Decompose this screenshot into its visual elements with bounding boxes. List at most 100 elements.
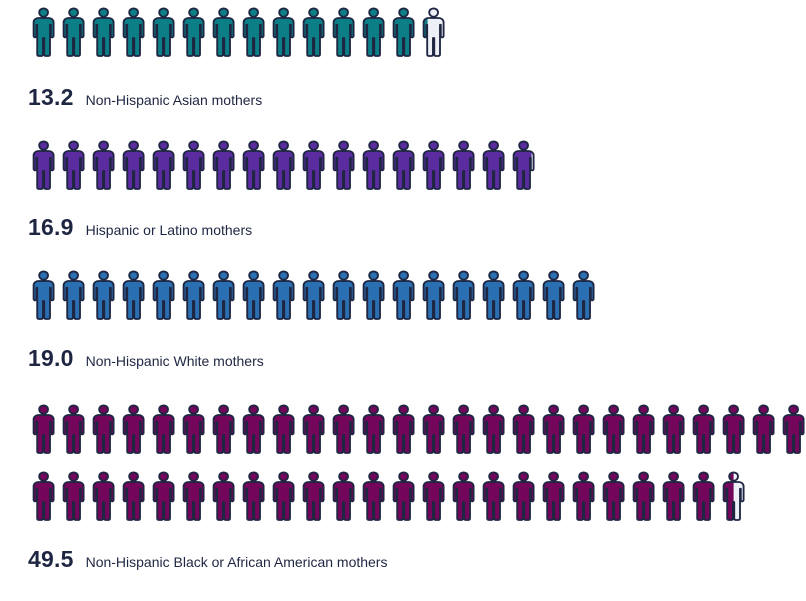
person-icon xyxy=(62,140,85,190)
person-icon xyxy=(782,404,805,454)
person-icon xyxy=(242,270,265,320)
person-icon xyxy=(32,471,55,521)
series-name-label: Hispanic or Latino mothers xyxy=(85,222,253,238)
person-icon xyxy=(332,270,355,320)
person-icon xyxy=(212,270,235,320)
person-icon xyxy=(662,404,685,454)
person-icon xyxy=(32,140,55,190)
person-icon xyxy=(152,7,175,57)
person-icon xyxy=(332,404,355,454)
person-icon xyxy=(272,471,295,521)
person-icon xyxy=(512,270,535,320)
person-icon xyxy=(422,140,445,190)
person-icon xyxy=(272,404,295,454)
label-row-1: 16.9 Hispanic or Latino mothers xyxy=(28,214,252,241)
person-icon xyxy=(392,471,415,521)
person-icon xyxy=(32,7,55,57)
series-name-label: Non-Hispanic Asian mothers xyxy=(85,92,263,108)
person-icon xyxy=(512,471,535,521)
person-icon xyxy=(242,404,265,454)
person-icon xyxy=(452,404,475,454)
person-icon xyxy=(152,471,175,521)
person-icon xyxy=(452,471,475,521)
series-name-label: Non-Hispanic Black or African American m… xyxy=(85,554,388,570)
person-icon xyxy=(332,140,355,190)
person-icon xyxy=(482,270,505,320)
label-row-3: 49.5 Non-Hispanic Black or African Ameri… xyxy=(28,546,387,573)
person-icon xyxy=(62,404,85,454)
person-icon xyxy=(242,140,265,190)
person-icon xyxy=(362,471,385,521)
person-icon xyxy=(422,270,445,320)
person-icon xyxy=(392,140,415,190)
person-icon xyxy=(512,404,535,454)
value-label: 16.9 xyxy=(28,214,74,240)
person-icon xyxy=(512,140,535,190)
person-icon xyxy=(152,404,175,454)
person-icon xyxy=(62,7,85,57)
person-icon xyxy=(302,471,325,521)
person-icon xyxy=(302,404,325,454)
person-icon xyxy=(362,7,385,57)
person-icon xyxy=(92,270,115,320)
person-icon xyxy=(332,7,355,57)
person-icon xyxy=(722,404,745,454)
person-icon xyxy=(482,404,505,454)
person-icon xyxy=(62,270,85,320)
value-label: 19.0 xyxy=(28,345,74,371)
person-icon xyxy=(482,471,505,521)
person-icon xyxy=(572,471,595,521)
person-icon xyxy=(542,270,565,320)
person-icon xyxy=(572,270,595,320)
person-icon xyxy=(692,404,715,454)
person-icon xyxy=(122,471,145,521)
person-icon xyxy=(122,270,145,320)
person-icon xyxy=(482,140,505,190)
person-icon xyxy=(722,471,745,521)
label-row-2: 19.0 Non-Hispanic White mothers xyxy=(28,345,264,372)
person-icon xyxy=(92,7,115,57)
person-icon xyxy=(242,471,265,521)
person-icon xyxy=(302,140,325,190)
person-icon xyxy=(602,404,625,454)
value-label: 49.5 xyxy=(28,546,74,572)
person-icon xyxy=(122,140,145,190)
person-icon xyxy=(392,404,415,454)
person-icon xyxy=(182,140,205,190)
person-icon xyxy=(182,404,205,454)
person-icon xyxy=(572,404,595,454)
person-icon xyxy=(692,471,715,521)
person-icon xyxy=(662,471,685,521)
person-icon xyxy=(302,7,325,57)
person-icon xyxy=(122,404,145,454)
person-icon xyxy=(272,270,295,320)
person-icon xyxy=(362,140,385,190)
person-icon xyxy=(452,140,475,190)
person-icon xyxy=(212,140,235,190)
person-icon xyxy=(362,404,385,454)
person-icon xyxy=(242,7,265,57)
label-row-0: 13.2 Non-Hispanic Asian mothers xyxy=(28,84,262,111)
person-icon xyxy=(272,7,295,57)
person-icon xyxy=(272,140,295,190)
person-icon xyxy=(542,471,565,521)
person-icon xyxy=(182,270,205,320)
person-icon xyxy=(122,7,145,57)
person-icon xyxy=(632,471,655,521)
person-icon xyxy=(422,404,445,454)
series-name-label: Non-Hispanic White mothers xyxy=(85,353,264,369)
person-icon xyxy=(182,7,205,57)
person-icon xyxy=(62,471,85,521)
person-icon xyxy=(422,471,445,521)
person-icon xyxy=(752,404,775,454)
person-icon xyxy=(392,270,415,320)
person-icon xyxy=(302,270,325,320)
person-icon xyxy=(92,140,115,190)
person-icon xyxy=(92,471,115,521)
person-icon xyxy=(92,404,115,454)
value-label: 13.2 xyxy=(28,84,74,110)
person-icon xyxy=(32,404,55,454)
person-icon xyxy=(212,7,235,57)
person-icon xyxy=(212,404,235,454)
person-icon xyxy=(332,471,355,521)
